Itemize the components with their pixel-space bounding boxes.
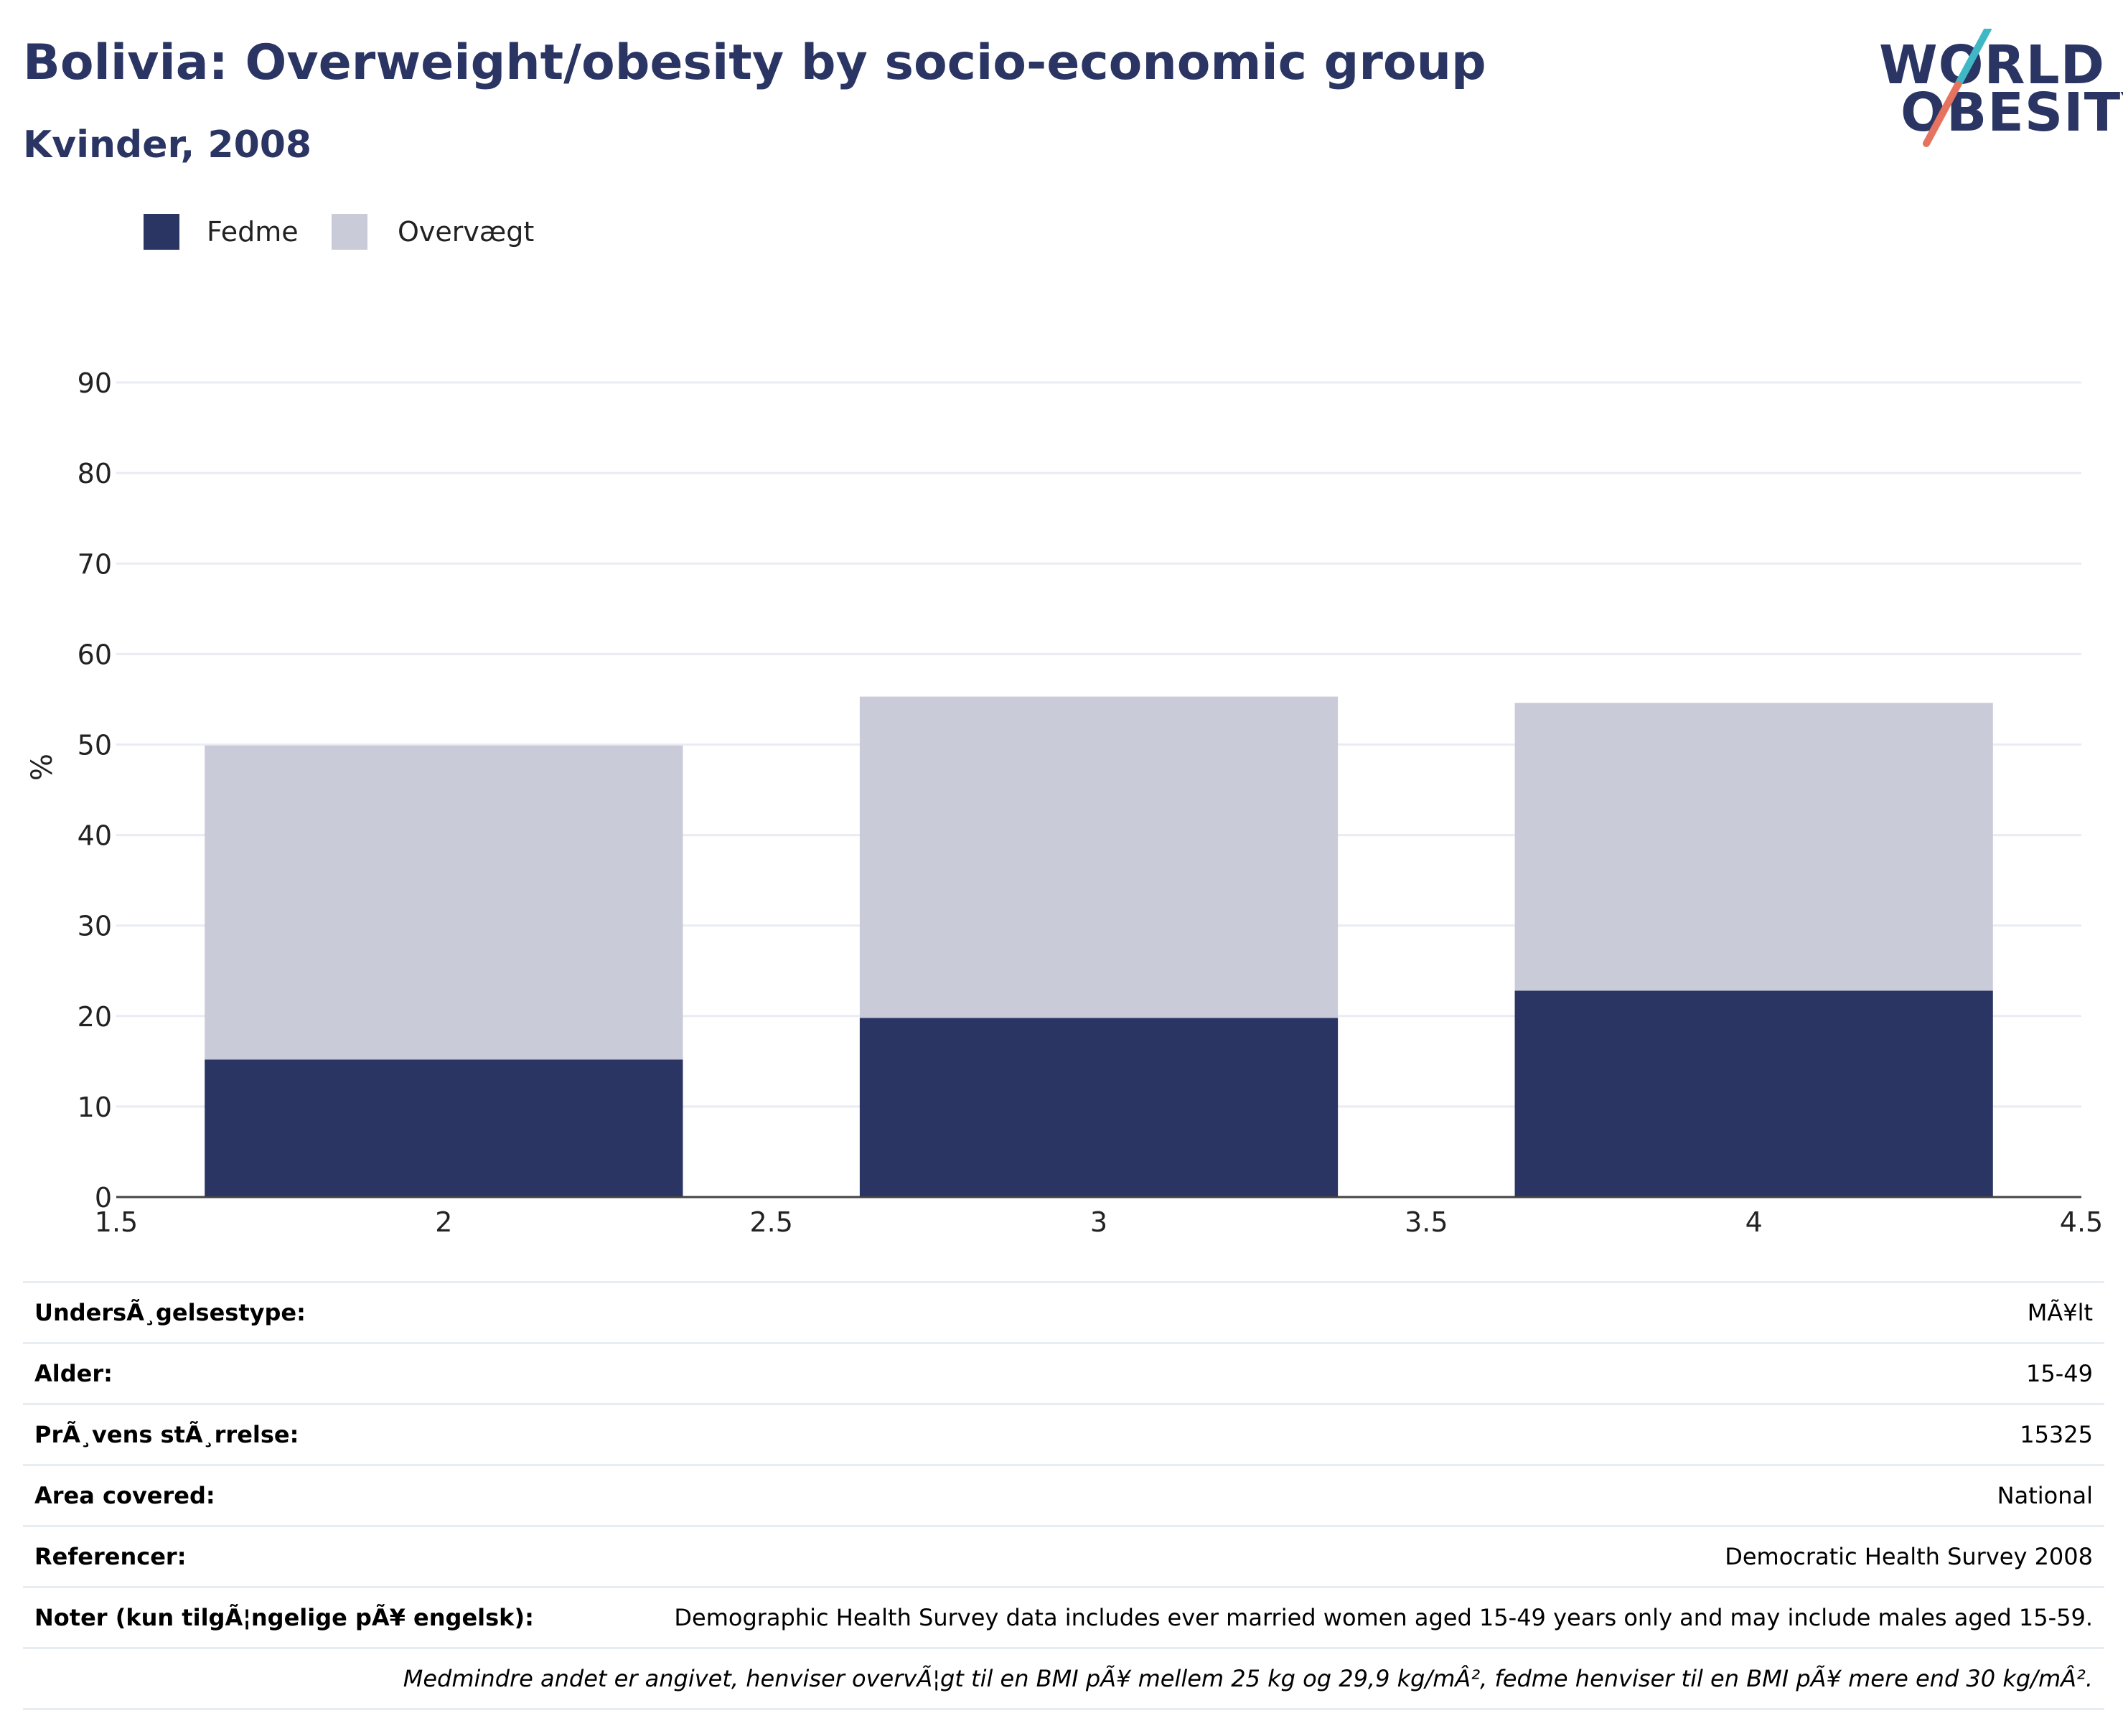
logo-slash-icon (1923, 29, 1992, 147)
y-tick-label: 60 (78, 639, 112, 670)
info-value: 15325 (2020, 1421, 2093, 1448)
info-row-age: Alder: 15-49 (23, 1342, 2104, 1403)
footnote-text: Medmindre andet er angivet, henviser ove… (403, 1665, 2093, 1692)
axes: 0 10 20 30 40 50 60 70 80 90 1.5 2 2.5 3 3.5 4 4.5% (26, 367, 2103, 1238)
info-row-area: Area covered: National (23, 1464, 2104, 1525)
world-obesity-logo: WORLD OBESITY (1866, 29, 2123, 154)
x-tick-label: 4.5 (2060, 1206, 2103, 1238)
info-label: UndersÃ¸gelsestype: (34, 1299, 306, 1326)
bar-fedme-3 (859, 1018, 1339, 1197)
bar-overvgt-2 (205, 745, 683, 1060)
legend-label-fedme: Fedme (207, 216, 299, 248)
info-label: Noter (kun tilgÃ¦ngelige pÃ¥ engelsk): (34, 1604, 534, 1631)
y-tick-label: 10 (78, 1092, 112, 1123)
info-row-footnote: Medmindre andet er angivet, henviser ove… (23, 1647, 2104, 1710)
bar-fedme-2 (205, 1059, 683, 1197)
info-table: UndersÃ¸gelsestype: MÃ¥lt Alder: 15-49 P… (23, 1281, 2104, 1710)
x-tick-label: 3 (1090, 1206, 1107, 1238)
y-tick-label: 0 (95, 1182, 112, 1214)
x-tick-label: 2.5 (749, 1206, 792, 1238)
info-value: National (1997, 1482, 2093, 1509)
bar-fedme-4 (1514, 990, 1993, 1197)
logo-text-line2: OBESITY (1901, 82, 2123, 144)
bars (205, 696, 1993, 1197)
info-value: MÃ¥lt (2027, 1299, 2093, 1326)
bar-overvgt-4 (1514, 703, 1993, 991)
y-tick-label: 30 (78, 911, 112, 942)
bar-overvgt-3 (859, 696, 1339, 1018)
y-tick-label: 20 (78, 1001, 112, 1033)
legend-swatch-fedme (144, 214, 179, 250)
x-tick-label: 3.5 (1405, 1206, 1448, 1238)
bar-chart: 0 10 20 30 40 50 60 70 80 90 1.5 2 2.5 3 3.5 4 4.5% (26, 367, 2103, 1238)
info-row-references: Referencer: Democratic Health Survey 200… (23, 1525, 2104, 1586)
info-value: 15-49 (2026, 1360, 2093, 1387)
info-row-survey-type: UndersÃ¸gelsestype: MÃ¥lt (23, 1281, 2104, 1342)
y-axis-label: % (26, 754, 59, 781)
x-tick-label: 2 (435, 1206, 452, 1238)
info-label: Area covered: (34, 1482, 215, 1509)
info-value: Democratic Health Survey 2008 (1725, 1543, 2093, 1570)
y-tick-label: 50 (78, 729, 112, 761)
info-label: Referencer: (34, 1543, 187, 1570)
x-tick-label: 4 (1745, 1206, 1763, 1238)
logo-text-line1: WORLD (1879, 34, 2106, 96)
info-row-sample-size: PrÃ¸vens stÃ¸rrelse: 15325 (23, 1403, 2104, 1464)
info-row-notes: Noter (kun tilgÃ¦ngelige pÃ¥ engelsk): D… (23, 1586, 2104, 1647)
info-label: Alder: (34, 1360, 113, 1387)
y-tick-label: 40 (78, 820, 112, 852)
y-tick-label: 80 (78, 458, 112, 489)
info-value: Demographic Health Survey data includes … (674, 1604, 2093, 1631)
legend-label-overvaegt: Overvægt (398, 216, 535, 248)
chart-subtitle: Kvinder, 2008 (23, 123, 312, 166)
info-label: PrÃ¸vens stÃ¸rrelse: (34, 1421, 299, 1448)
legend-swatch-overvaegt (332, 214, 367, 250)
chart-title: Bolivia: Overweight/obesity by socio-eco… (23, 34, 1486, 91)
y-tick-label: 90 (78, 367, 112, 399)
y-tick-label: 70 (78, 548, 112, 580)
x-tick-label: 1.5 (95, 1206, 138, 1238)
